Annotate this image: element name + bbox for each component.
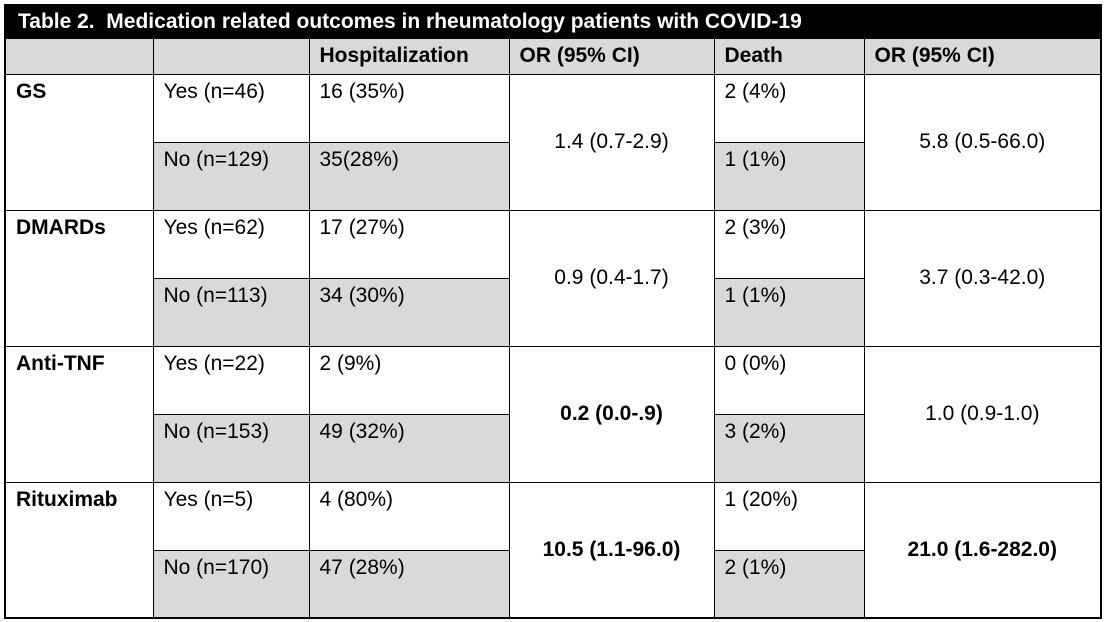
yes-group-cell: Yes (n=46) xyxy=(152,73,310,143)
table-row-dmards-no: No (n=113) 34 (30%) 1 (1%) xyxy=(5,277,1101,347)
or-death-cell: 5.8 (0.5-66.0) xyxy=(863,73,1102,211)
or-hospitalization-cell: 10.5 (1.1-96.0) xyxy=(508,481,715,619)
no-death-cell: 2 (1%) xyxy=(713,549,865,619)
or-hospitalization-cell: 1.4 (0.7-2.9) xyxy=(508,73,715,211)
yes-hospitalization-cell: 16 (35%) xyxy=(308,73,510,143)
or-death-cell: 3.7 (0.3-42.0) xyxy=(863,209,1102,347)
yes-group-cell: Yes (n=22) xyxy=(152,345,310,415)
or-death-cell: 21.0 (1.6-282.0) xyxy=(863,481,1102,619)
table-title: Table 2. Medication related outcomes in … xyxy=(4,4,1102,40)
column-header-medication xyxy=(4,38,154,75)
yes-death-cell: 0 (0%) xyxy=(713,345,865,415)
or-hospitalization-cell: 0.9 (0.4-1.7) xyxy=(508,209,715,347)
or-hospitalization-cell: 0.2 (0.0-.9) xyxy=(508,345,715,483)
no-group-cell: No (n=153) xyxy=(152,413,310,483)
yes-group-cell: Yes (n=62) xyxy=(152,209,310,279)
no-group-cell: No (n=129) xyxy=(152,141,310,211)
column-header-group xyxy=(152,38,310,75)
yes-death-cell: 2 (4%) xyxy=(713,73,865,143)
table-header-row: Hospitalization OR (95% CI) Death OR (95… xyxy=(4,38,1102,75)
table-row-rituximab-no: No (n=170) 47 (28%) 2 (1%) xyxy=(5,549,1101,619)
no-hospitalization-cell: 47 (28%) xyxy=(308,549,510,619)
table-row-antitnf-no: No (n=153) 49 (32%) 3 (2%) xyxy=(5,413,1101,483)
no-hospitalization-cell: 49 (32%) xyxy=(308,413,510,483)
yes-hospitalization-cell: 2 (9%) xyxy=(308,345,510,415)
no-group-cell: No (n=113) xyxy=(152,277,310,347)
table-title-row: Table 2. Medication related outcomes in … xyxy=(4,4,1102,40)
table-row-dmards-yes: DMARDs Yes (n=62) 17 (27%) 0.9 (0.4-1.7)… xyxy=(4,209,1102,347)
no-death-cell: 1 (1%) xyxy=(713,277,865,347)
no-group-cell: No (n=170) xyxy=(152,549,310,619)
yes-death-cell: 1 (20%) xyxy=(713,481,865,551)
medication-name-cell: Anti-TNF xyxy=(4,345,154,483)
table-row-gs-yes: GS Yes (n=46) 16 (35%) 1.4 (0.7-2.9) 2 (… xyxy=(4,73,1102,211)
table-row-gs-no: No (n=129) 35(28%) 1 (1%) xyxy=(5,141,1101,211)
no-hospitalization-cell: 35(28%) xyxy=(308,141,510,211)
medication-name-cell: Rituximab xyxy=(4,481,154,619)
or-death-cell: 1.0 (0.9-1.0) xyxy=(863,345,1102,483)
medication-name-cell: GS xyxy=(4,73,154,211)
yes-hospitalization-cell: 17 (27%) xyxy=(308,209,510,279)
column-header-or-death: OR (95% CI) xyxy=(863,38,1102,75)
no-hospitalization-cell: 34 (30%) xyxy=(308,277,510,347)
column-header-hospitalization: Hospitalization xyxy=(308,38,510,75)
column-header-death: Death xyxy=(713,38,865,75)
medication-name-cell: DMARDs xyxy=(4,209,154,347)
no-death-cell: 1 (1%) xyxy=(713,141,865,211)
no-death-cell: 3 (2%) xyxy=(713,413,865,483)
medication-outcomes-table: Table 2. Medication related outcomes in … xyxy=(4,4,1103,619)
yes-hospitalization-cell: 4 (80%) xyxy=(308,481,510,551)
table-row-rituximab-yes: Rituximab Yes (n=5) 4 (80%) 10.5 (1.1-96… xyxy=(4,481,1102,619)
column-header-or-hospitalization: OR (95% CI) xyxy=(508,38,715,75)
yes-group-cell: Yes (n=5) xyxy=(152,481,310,551)
yes-death-cell: 2 (3%) xyxy=(713,209,865,279)
table-row-antitnf-yes: Anti-TNF Yes (n=22) 2 (9%) 0.2 (0.0-.9) … xyxy=(4,345,1102,483)
